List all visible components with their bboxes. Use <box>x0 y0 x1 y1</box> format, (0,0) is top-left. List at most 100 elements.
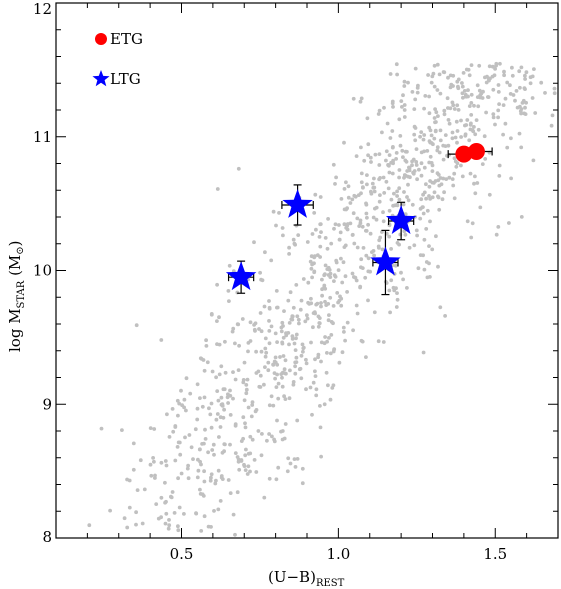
background-point <box>256 429 261 433</box>
background-point <box>328 397 333 402</box>
background-point <box>279 329 284 334</box>
background-point <box>148 462 153 467</box>
background-point <box>280 320 285 325</box>
background-point <box>505 145 510 150</box>
background-point <box>163 521 168 526</box>
background-point <box>259 277 263 282</box>
background-point <box>391 161 395 166</box>
background-point <box>280 226 285 230</box>
background-point <box>205 360 210 365</box>
background-point <box>301 277 306 281</box>
background-point <box>463 123 467 128</box>
background-point <box>402 115 407 119</box>
background-point <box>167 435 172 439</box>
background-point <box>308 385 313 390</box>
background-point <box>226 401 231 405</box>
background-point <box>478 205 483 210</box>
background-point <box>430 195 435 200</box>
background-point <box>338 230 343 235</box>
background-point <box>291 380 296 384</box>
background-point <box>131 441 136 446</box>
background-point <box>257 384 262 389</box>
background-point <box>513 98 517 103</box>
background-point <box>209 425 214 430</box>
background-point <box>362 158 367 163</box>
background-point <box>127 478 132 483</box>
background-point <box>366 298 370 303</box>
background-point <box>233 422 238 426</box>
background-point <box>492 73 497 78</box>
background-point <box>233 451 238 455</box>
background-point <box>227 263 232 268</box>
background-point <box>425 208 430 213</box>
background-point <box>386 186 391 191</box>
background-point <box>510 65 514 70</box>
background-point <box>414 147 419 152</box>
background-point <box>294 332 299 337</box>
background-point <box>467 138 472 143</box>
background-point <box>342 140 346 145</box>
background-point <box>418 216 423 221</box>
background-point <box>315 253 320 257</box>
background-point <box>304 387 308 392</box>
background-point <box>281 233 285 238</box>
background-point <box>267 432 271 436</box>
background-point <box>275 305 279 310</box>
background-point <box>282 394 286 399</box>
background-point <box>372 253 376 258</box>
background-point <box>389 247 393 251</box>
background-point <box>376 339 381 344</box>
background-point <box>402 103 407 107</box>
background-point <box>353 194 358 199</box>
background-point <box>425 149 430 153</box>
background-point <box>494 61 499 66</box>
background-point <box>322 285 327 290</box>
background-point <box>552 86 557 91</box>
background-point <box>252 327 257 332</box>
background-point <box>244 447 248 452</box>
background-point <box>242 360 247 365</box>
background-point <box>272 371 277 375</box>
background-point <box>549 123 554 128</box>
background-point <box>390 171 395 176</box>
background-point <box>274 385 279 389</box>
background-point <box>212 509 216 513</box>
background-point <box>208 478 213 483</box>
background-point <box>216 468 221 473</box>
background-point <box>311 325 315 330</box>
background-point <box>497 102 501 106</box>
background-point <box>497 163 502 168</box>
background-point <box>366 256 371 261</box>
background-point <box>403 149 408 154</box>
background-galaxy-points <box>87 61 557 537</box>
background-point <box>176 476 181 481</box>
background-point <box>405 286 409 290</box>
background-point <box>246 451 251 456</box>
background-point <box>451 84 455 88</box>
background-point <box>428 219 432 224</box>
background-point <box>397 175 401 180</box>
background-point <box>419 130 424 135</box>
background-point <box>496 108 501 113</box>
background-point <box>352 241 357 246</box>
background-point <box>306 280 311 285</box>
background-point <box>429 133 434 138</box>
background-point <box>478 95 483 100</box>
background-point <box>472 103 476 108</box>
background-point <box>391 145 395 149</box>
background-point <box>309 266 314 271</box>
background-point <box>280 437 285 442</box>
background-point <box>325 339 329 344</box>
background-point <box>446 75 450 80</box>
background-point <box>345 290 349 294</box>
background-point <box>361 185 365 190</box>
background-point <box>269 394 274 399</box>
background-point <box>292 341 297 346</box>
background-point <box>318 404 322 408</box>
background-point <box>376 244 381 249</box>
background-point <box>215 319 219 323</box>
background-point <box>318 244 323 249</box>
background-point <box>395 241 400 245</box>
background-point <box>397 117 402 122</box>
background-point <box>351 96 356 101</box>
